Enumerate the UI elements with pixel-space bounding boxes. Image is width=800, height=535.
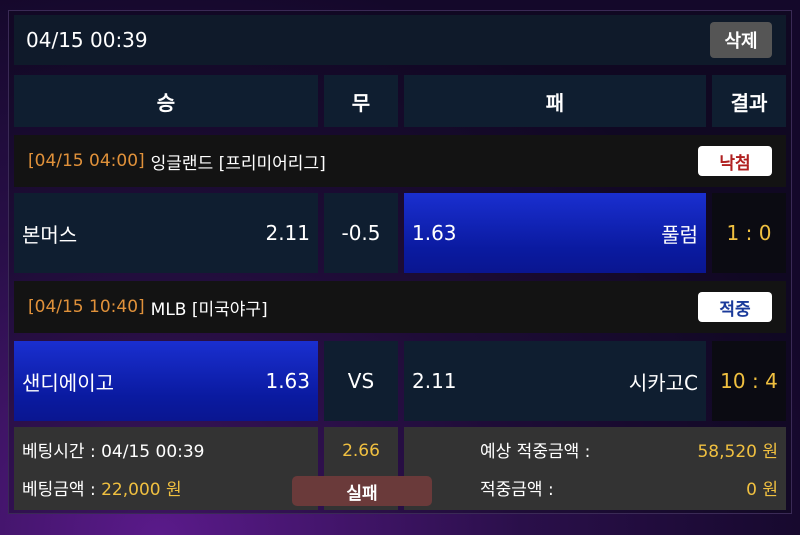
home-team: 샌디에이고 bbox=[22, 370, 114, 395]
away-team: 풀럼 bbox=[661, 222, 698, 247]
status-badge: 적중 bbox=[698, 292, 772, 322]
column-win: 승 bbox=[14, 75, 318, 127]
bet-datetime: 04/15 00:39 bbox=[26, 28, 148, 52]
home-team: 본머스 bbox=[22, 222, 78, 247]
won-label: 적중금액 : bbox=[480, 479, 554, 500]
status-badge: 낙첨 bbox=[698, 146, 772, 176]
score: 10 : 4 bbox=[712, 341, 786, 421]
league-row: [04/15 04:00] 잉글랜드 [프리미어리그] 낙첨 bbox=[14, 135, 786, 187]
home-cell[interactable]: 샌디에이고 1.63 bbox=[14, 341, 318, 421]
league-name: 잉글랜드 [프리미어리그] bbox=[150, 153, 326, 174]
league-row: [04/15 10:40] MLB [미국야구] 적중 bbox=[14, 281, 786, 333]
delete-button[interactable]: 삭제 bbox=[710, 22, 772, 58]
total-odds: 2.66 bbox=[342, 441, 380, 461]
bet-time: 04/15 00:39 bbox=[101, 442, 205, 463]
won-amount: 0 원 bbox=[746, 479, 778, 500]
away-odds: 2.11 bbox=[412, 369, 457, 393]
bet-info: 베팅시간 : 04/15 00:39 베팅금액 : 22,000 원 bbox=[14, 427, 318, 510]
column-result: 결과 bbox=[712, 75, 786, 127]
score: 1 : 0 bbox=[712, 193, 786, 273]
expected-amount: 58,520 원 bbox=[697, 442, 778, 463]
away-team: 시카고C bbox=[628, 370, 698, 395]
away-cell[interactable]: 2.11 시카고C bbox=[404, 341, 706, 421]
bet-amount: 22,000 원 bbox=[101, 479, 182, 500]
bet-time-label: 베팅시간 : bbox=[22, 442, 96, 463]
away-cell[interactable]: 1.63 풀럼 bbox=[404, 193, 706, 273]
win-info: 예상 적중금액 : 58,520 원 적중금액 : 0 원 bbox=[404, 427, 786, 510]
home-odds: 1.63 bbox=[265, 369, 310, 393]
vs-cell[interactable]: VS bbox=[324, 341, 398, 421]
bet-header: 04/15 00:39 삭제 bbox=[14, 15, 786, 65]
column-draw: 무 bbox=[324, 75, 398, 127]
expected-label: 예상 적중금액 : bbox=[480, 442, 591, 463]
away-odds: 1.63 bbox=[412, 221, 457, 245]
home-odds: 2.11 bbox=[265, 221, 310, 245]
result-badge: 실패 bbox=[292, 476, 432, 506]
home-cell[interactable]: 본머스 2.11 bbox=[14, 193, 318, 273]
match-time: [04/15 10:40] bbox=[28, 297, 145, 317]
match-time: [04/15 04:00] bbox=[28, 151, 145, 171]
league-name: MLB [미국야구] bbox=[150, 299, 268, 320]
bet-amount-label: 베팅금액 : bbox=[22, 479, 96, 500]
handicap-cell[interactable]: -0.5 bbox=[324, 193, 398, 273]
column-lose: 패 bbox=[404, 75, 706, 127]
